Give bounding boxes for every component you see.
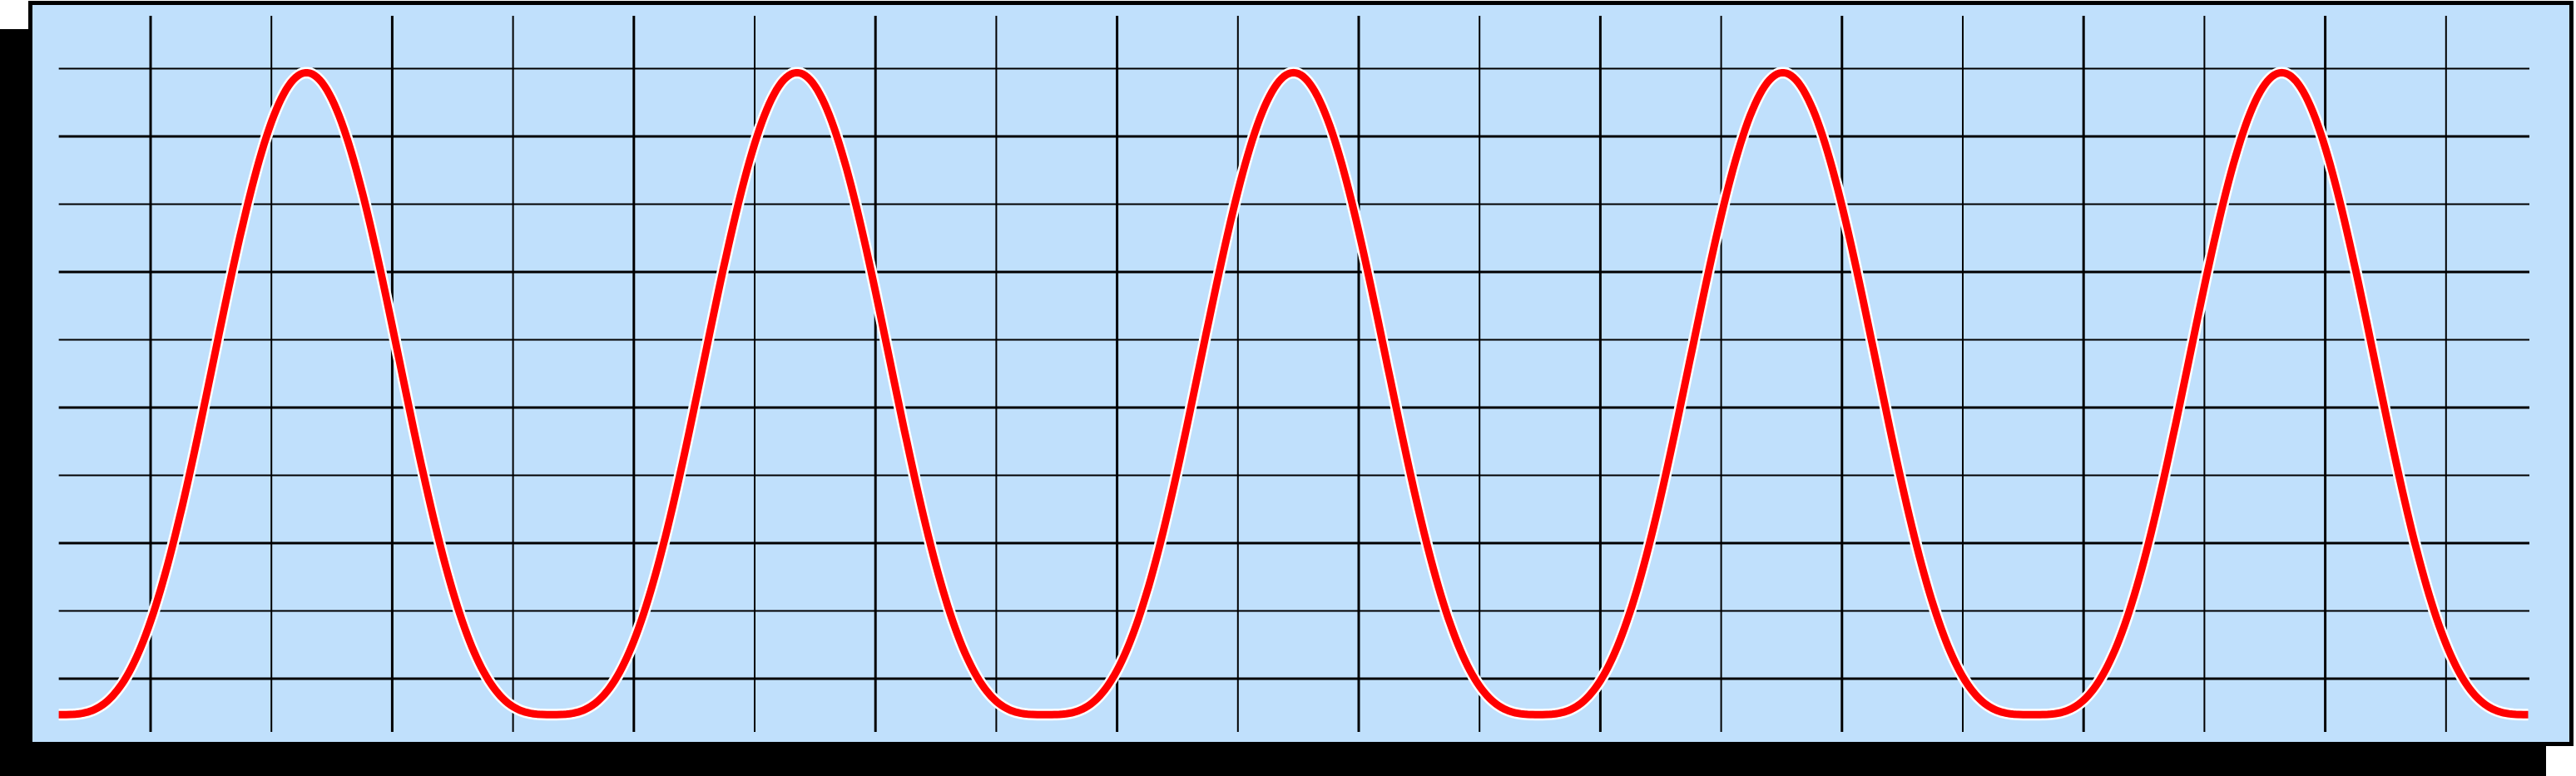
plot-area [28,1,2574,746]
grid [58,16,2529,732]
series-line [57,68,2530,719]
series [57,67,2530,721]
